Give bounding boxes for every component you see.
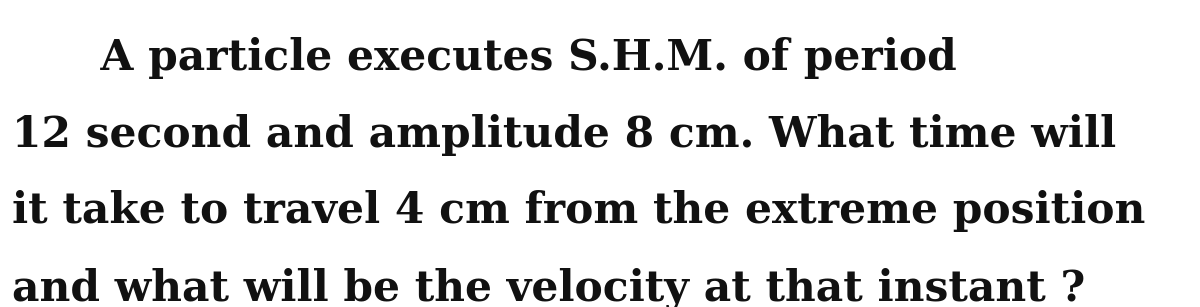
Text: and what will be the velocity at that instant ?: and what will be the velocity at that in… (12, 267, 1085, 307)
Text: 12 second and amplitude 8 cm. What time will: 12 second and amplitude 8 cm. What time … (12, 114, 1116, 156)
Text: A particle executes S.H.M. of period: A particle executes S.H.M. of period (12, 37, 956, 79)
Text: it take to travel 4 cm from the extreme position: it take to travel 4 cm from the extreme … (12, 190, 1145, 232)
